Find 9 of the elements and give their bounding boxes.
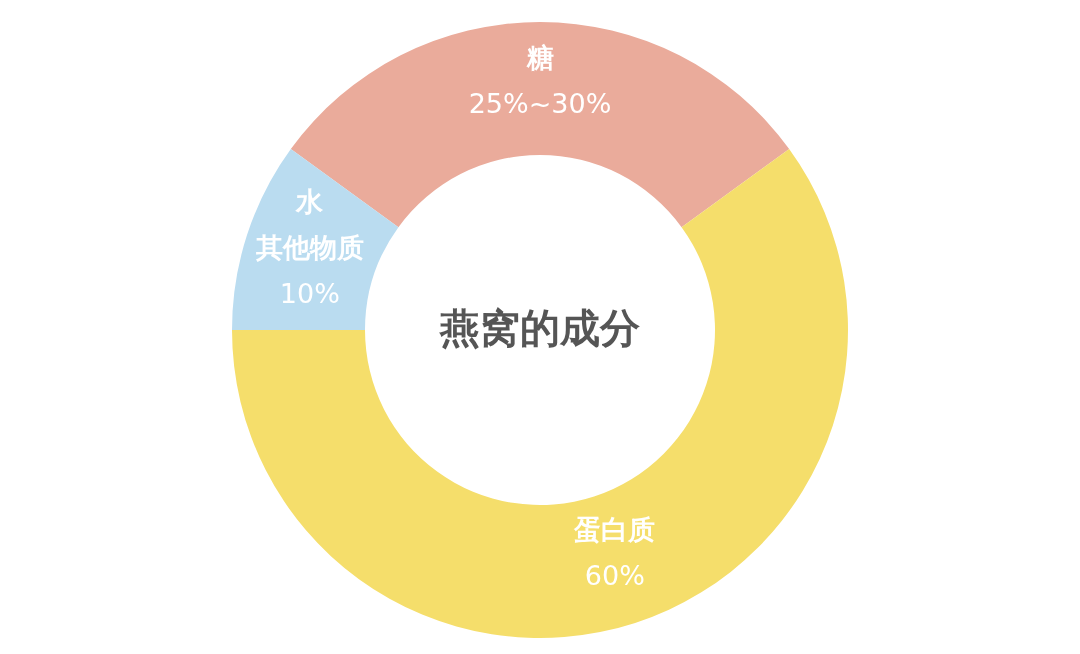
donut-slice	[290, 22, 790, 228]
data-label: 60%	[584, 560, 645, 592]
data-label: 10%	[279, 278, 340, 310]
text: 燕窝的成分	[439, 305, 640, 351]
donut-slice	[232, 148, 848, 638]
slice-label: 糖	[525, 42, 554, 73]
slice-label: 蛋白质	[573, 514, 656, 546]
data-label: 25%~30%	[468, 88, 612, 119]
slice-label: 水其他物质	[254, 186, 364, 264]
